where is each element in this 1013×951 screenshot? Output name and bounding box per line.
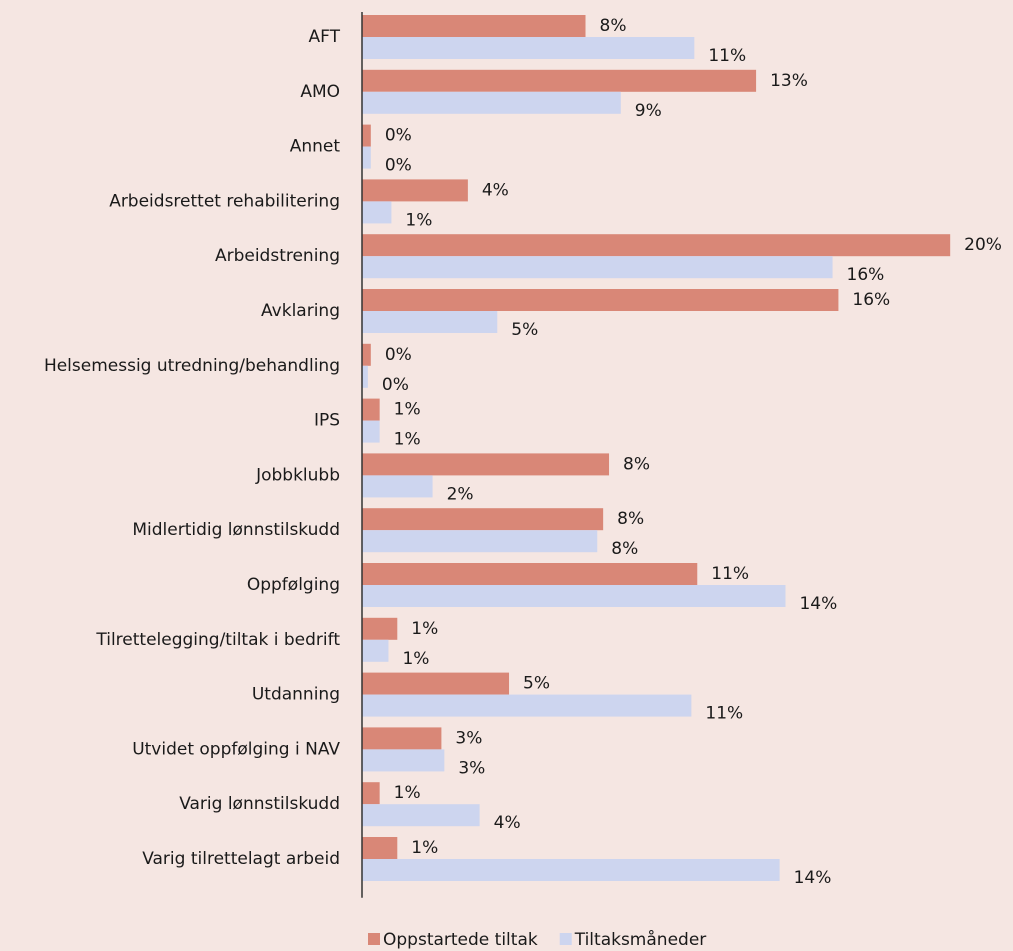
y-tick-label: Arbeidstrening xyxy=(215,246,340,266)
data-label: 13% xyxy=(770,71,808,91)
bar xyxy=(362,859,780,881)
data-label: 14% xyxy=(799,594,837,614)
bar xyxy=(362,124,371,147)
data-label: 11% xyxy=(711,564,749,584)
data-label: 8% xyxy=(600,16,627,36)
data-label: 1% xyxy=(411,619,438,639)
bar xyxy=(362,343,371,366)
bar xyxy=(362,179,468,202)
y-tick-label: Midlertidig lønnstilskudd xyxy=(132,520,340,540)
data-label: 4% xyxy=(494,813,521,833)
legend-label: Tiltaksmåneder xyxy=(574,929,707,950)
bar xyxy=(362,672,510,695)
bar xyxy=(362,617,398,640)
data-label: 16% xyxy=(847,265,885,285)
bar xyxy=(362,782,380,805)
legend-label: Oppstartede tiltak xyxy=(383,930,538,950)
bar xyxy=(362,475,433,498)
bar xyxy=(362,639,389,662)
bar xyxy=(362,234,951,257)
bar xyxy=(362,146,371,169)
bar xyxy=(362,420,380,443)
legend-swatch xyxy=(559,933,572,945)
data-label: 11% xyxy=(708,46,746,66)
y-tick-label: Varig lønnstilskudd xyxy=(179,794,340,814)
y-tick-label: Avklaring xyxy=(261,301,340,321)
data-label: 0% xyxy=(385,156,412,176)
bar xyxy=(362,37,695,59)
data-label: 1% xyxy=(394,400,421,420)
y-tick-label: Oppfølging xyxy=(247,575,340,595)
y-tick-label: Jobbklubb xyxy=(255,465,340,485)
data-label: 5% xyxy=(523,674,550,694)
y-tick-label: Varig tilrettelagt arbeid xyxy=(142,849,340,869)
data-label: 3% xyxy=(455,728,482,748)
data-label: 16% xyxy=(852,290,890,310)
bar xyxy=(362,289,839,311)
data-label: 14% xyxy=(794,868,832,888)
data-label: 5% xyxy=(511,320,538,340)
data-label: 0% xyxy=(382,375,409,395)
data-label: 9% xyxy=(635,101,662,121)
bar xyxy=(362,585,786,607)
bar xyxy=(362,563,698,585)
y-tick-label: Arbeidsrettet rehabilitering xyxy=(109,191,340,211)
data-label: 8% xyxy=(611,539,638,559)
y-tick-label: Helsemessig utredning/behandling xyxy=(44,356,340,376)
data-label: 2% xyxy=(447,484,474,504)
data-label: 8% xyxy=(623,454,650,474)
y-tick-label: IPS xyxy=(314,411,340,431)
bar xyxy=(362,837,398,859)
data-label: 20% xyxy=(964,235,1002,255)
bar xyxy=(362,311,498,333)
data-label: 1% xyxy=(405,210,432,230)
legend-swatch xyxy=(368,933,380,945)
bar xyxy=(362,694,692,717)
data-label: 1% xyxy=(394,783,421,803)
y-tick-label: Annet xyxy=(290,137,341,157)
bar xyxy=(362,365,368,388)
bar xyxy=(362,91,621,114)
y-tick-label: AFT xyxy=(309,27,341,47)
y-tick-label: Utdanning xyxy=(252,685,340,705)
bar xyxy=(362,530,598,553)
data-label: 0% xyxy=(385,126,412,146)
bar xyxy=(362,69,757,92)
data-label: 1% xyxy=(411,838,438,858)
data-label: 3% xyxy=(458,758,485,778)
bar xyxy=(362,453,610,476)
y-tick-label: AMO xyxy=(300,82,340,102)
data-label: 8% xyxy=(617,509,644,529)
bar xyxy=(362,727,442,750)
bar xyxy=(362,398,380,421)
bar xyxy=(362,201,392,224)
bar xyxy=(362,804,480,827)
data-label: 11% xyxy=(705,704,743,724)
bar xyxy=(362,508,604,531)
data-label: 1% xyxy=(402,649,429,669)
bar xyxy=(362,15,586,37)
bar xyxy=(362,256,833,279)
bar xyxy=(362,749,445,772)
data-label: 1% xyxy=(394,430,421,450)
y-tick-label: Utvidet oppfølging i NAV xyxy=(132,739,340,759)
y-tick-label: Tilrettelegging/tiltak i bedrift xyxy=(95,630,340,650)
data-label: 0% xyxy=(385,345,412,365)
data-label: 4% xyxy=(482,180,509,200)
